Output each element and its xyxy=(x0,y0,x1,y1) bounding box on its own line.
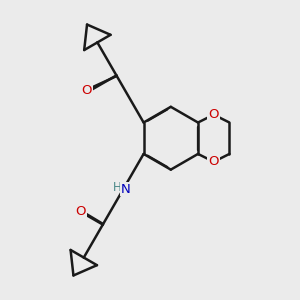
Text: O: O xyxy=(81,84,92,97)
Text: N: N xyxy=(121,183,130,196)
Text: H: H xyxy=(113,181,122,194)
Text: O: O xyxy=(208,155,219,168)
Text: O: O xyxy=(75,205,86,218)
Text: O: O xyxy=(208,108,219,121)
